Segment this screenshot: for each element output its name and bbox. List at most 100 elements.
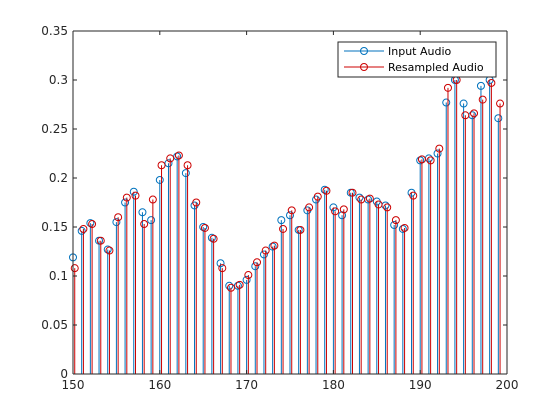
stem-marker-resampled-audio <box>79 224 88 233</box>
stem-marker-resampled-audio <box>400 223 409 232</box>
stem-marker-input-audio <box>433 149 442 158</box>
stem-marker-resampled-audio <box>226 283 235 292</box>
y-tick-label: 0.05 <box>41 318 68 332</box>
stem-marker-input-audio <box>442 98 451 107</box>
stem-marker-resampled-audio <box>96 236 105 245</box>
y-tick-label: 0.25 <box>41 122 68 136</box>
stem-marker-resampled-audio <box>244 271 253 280</box>
x-tick-label: 150 <box>62 378 85 392</box>
stem-marker-input-audio <box>103 245 112 254</box>
stem-marker-input-audio <box>181 169 190 178</box>
stem-marker-resampled-audio <box>365 194 374 203</box>
stem-marker-input-audio <box>416 156 425 165</box>
x-tick-label: 190 <box>409 378 432 392</box>
tick-group: 150 160 170 180 190 200 0 0.05 0.1 0.15 0.2 0.25 0.3… <box>41 24 518 392</box>
stem-marker-input-audio <box>494 114 503 123</box>
stem-marker-resampled-audio <box>88 220 97 229</box>
stem-marker-input-audio <box>129 187 138 196</box>
stem-marker-resampled-audio <box>383 203 392 212</box>
stem-marker-input-audio <box>86 219 95 228</box>
axes <box>72 30 508 375</box>
y-tick-label: 0.3 <box>49 73 68 87</box>
stem-marker-input-audio <box>207 233 216 242</box>
stem-marker-resampled-audio <box>391 216 400 225</box>
stem-series-group <box>69 76 505 374</box>
legend-label-input-audio: Input Audio <box>388 45 452 58</box>
stem-marker-input-audio <box>216 259 225 268</box>
y-tick-label: 0.35 <box>41 24 68 38</box>
stem-marker-resampled-audio <box>374 200 383 209</box>
stem-marker-resampled-audio <box>296 225 305 234</box>
stem-marker-resampled-audio <box>461 111 470 120</box>
stem-marker-resampled-audio <box>261 246 270 255</box>
stem-marker-input-audio <box>242 275 251 284</box>
stem-marker-input-audio <box>121 198 130 207</box>
x-tick-label: 160 <box>148 378 171 392</box>
stem-marker-input-audio <box>320 185 329 194</box>
stem-marker-resampled-audio <box>270 241 279 250</box>
stem-marker-resampled-audio <box>279 224 288 233</box>
stem-marker-input-audio <box>459 99 468 108</box>
stem-marker-resampled-audio <box>331 207 340 216</box>
stem-marker-resampled-audio <box>157 161 166 170</box>
stem-marker-input-audio <box>225 281 234 290</box>
stem-marker-resampled-audio <box>426 156 435 165</box>
stem-marker-input-audio <box>355 193 364 202</box>
stem-marker-resampled-audio <box>478 95 487 104</box>
stem-marker-resampled-audio <box>131 191 140 200</box>
stem-marker-resampled-audio <box>114 213 123 222</box>
stem-marker-input-audio <box>286 211 294 220</box>
stem-marker-input-audio <box>329 203 338 212</box>
stem-marker-resampled-audio <box>435 144 444 153</box>
y-tick-label: 0 <box>60 367 68 381</box>
x-tick-label: 180 <box>322 378 345 392</box>
legend: Input Audio Resampled Audio <box>337 41 497 78</box>
y-tick-label: 0.2 <box>49 171 68 185</box>
stem-marker-resampled-audio <box>322 186 331 195</box>
stem-marker-input-audio <box>476 81 485 90</box>
y-tick-label: 0.15 <box>41 220 68 234</box>
stem-marker-input-audio <box>268 242 277 251</box>
stem-marker-resampled-audio <box>339 205 348 214</box>
stem-marker-resampled-audio <box>305 203 314 212</box>
stem-marker-resampled-audio <box>122 193 131 202</box>
stem-marker-input-audio <box>398 224 407 233</box>
stem-marker-resampled-audio <box>313 192 322 201</box>
x-tick-label: 200 <box>496 378 519 392</box>
stem-marker-input-audio <box>77 226 86 235</box>
stem-marker-input-audio <box>147 216 156 225</box>
stem-marker-input-audio <box>112 218 121 227</box>
stem-marker-input-audio <box>199 223 208 231</box>
stem-marker-resampled-audio <box>148 195 157 204</box>
stem-marker-input-audio <box>259 250 268 259</box>
stem-marker-resampled-audio <box>166 154 175 163</box>
stem-marker-resampled-audio <box>470 109 479 118</box>
stem-marker-resampled-audio <box>487 78 496 87</box>
stem-marker-input-audio <box>138 208 147 217</box>
stem-marker-resampled-audio <box>409 191 418 200</box>
stem-marker-resampled-audio <box>174 151 183 160</box>
stem-marker-resampled-audio <box>235 280 244 289</box>
stem-marker-input-audio <box>155 175 164 184</box>
stem-marker-input-audio <box>338 211 347 220</box>
stem-marker-resampled-audio <box>348 188 357 197</box>
stem-marker-resampled-audio <box>192 198 201 207</box>
stem-marker-resampled-audio <box>140 220 149 229</box>
stem-marker-resampled-audio <box>357 195 366 204</box>
stem-marker-input-audio <box>277 216 286 225</box>
stem-marker-resampled-audio <box>200 223 209 232</box>
y-tick-label: 0.1 <box>49 269 68 283</box>
stem-marker-resampled-audio <box>443 83 452 92</box>
stem-marker-resampled-audio <box>218 264 227 273</box>
stem-marker-resampled-audio <box>70 264 79 273</box>
stem-marker-resampled-audio <box>105 246 114 255</box>
stem-marker-resampled-audio <box>417 155 426 164</box>
legend-label-resampled-audio: Resampled Audio <box>388 61 484 74</box>
stem-marker-input-audio <box>390 221 399 230</box>
legend-swatch-marker-input-audio <box>360 47 368 55</box>
stem-marker-resampled-audio <box>496 99 505 108</box>
stem-marker-resampled-audio <box>183 161 192 170</box>
x-tick-label: 170 <box>235 378 258 392</box>
stem-marker-resampled-audio <box>287 206 296 215</box>
